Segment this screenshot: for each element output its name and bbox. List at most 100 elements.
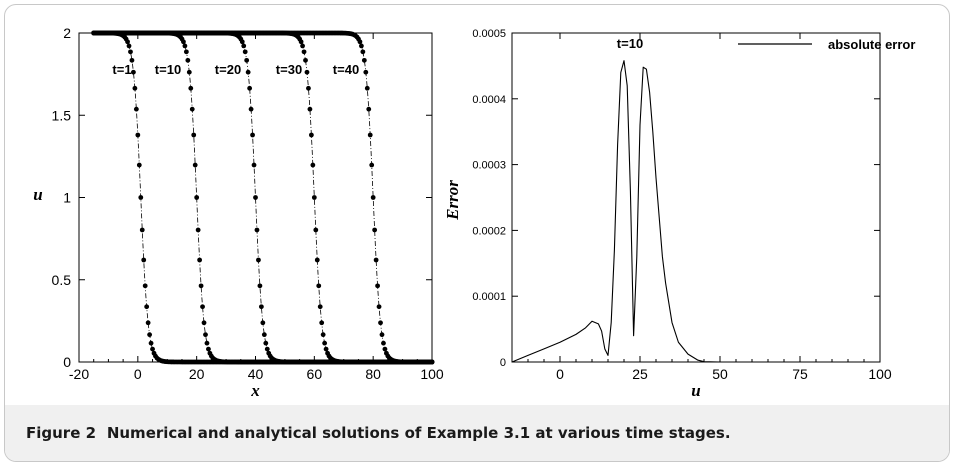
data-point <box>372 227 378 233</box>
data-point <box>192 162 198 168</box>
right-x-ticks: 0 25 50 75 100 <box>527 33 892 382</box>
data-point <box>186 69 192 75</box>
data-point <box>264 346 270 352</box>
data-point <box>241 43 247 49</box>
data-point <box>263 340 269 346</box>
solution-chart: -20 0 20 40 60 80 100 00.511.52 t=1 t=10 t=20 t=3… <box>33 25 444 400</box>
caption-text: Numerical and analytical solutions of Ex… <box>106 424 731 442</box>
data-point <box>313 227 319 233</box>
data-point <box>320 332 326 338</box>
right-y-tick-label: 0 <box>500 357 506 369</box>
data-point <box>378 320 383 326</box>
left-x-tick-label: 0 <box>134 366 142 382</box>
right-x-axis-label: u <box>691 381 700 400</box>
left-y-ticks: 0 0.5 1 1.5 2 <box>52 25 432 370</box>
data-point <box>244 57 250 63</box>
data-point <box>253 195 258 200</box>
right-x-tick-label: 50 <box>712 366 728 382</box>
error-chart: 0 25 50 75 100 0 0.0001 0.0002 0.0003 0.0004 0.00… <box>443 28 915 400</box>
left-annotation-label: t=30 <box>276 62 302 77</box>
data-point <box>319 320 325 326</box>
left-series-t1 <box>91 30 435 365</box>
data-point <box>136 162 142 168</box>
data-point <box>250 132 255 138</box>
left-x-ticks: -20 0 20 40 60 80 100 <box>69 33 444 382</box>
error-line <box>511 60 880 363</box>
data-point <box>191 132 197 138</box>
data-point <box>126 43 132 49</box>
figure-caption: Figure 2 Numerical and analytical soluti… <box>26 424 731 442</box>
data-point <box>306 85 311 91</box>
data-point <box>131 69 136 75</box>
data-point <box>369 162 375 168</box>
right-x-tick-label: 75 <box>792 366 808 382</box>
data-point <box>251 162 257 168</box>
data-point <box>311 195 317 200</box>
right-x-tick-label: 100 <box>868 366 892 382</box>
left-x-tick-label: 20 <box>189 366 205 382</box>
data-point <box>316 283 322 289</box>
figure-frame <box>4 4 950 462</box>
data-point <box>381 340 386 346</box>
data-point <box>133 106 139 112</box>
data-point <box>129 57 135 63</box>
data-point <box>257 283 263 289</box>
series-line <box>93 32 432 363</box>
data-point <box>254 227 260 233</box>
data-point <box>359 43 364 49</box>
data-point <box>125 39 130 45</box>
right-y-tick-label: 0.0001 <box>472 291 506 303</box>
right-y-ticks: 0 0.0001 0.0002 0.0003 0.0004 0.0005 <box>472 28 880 369</box>
data-point <box>379 332 385 338</box>
data-point <box>150 346 155 352</box>
left-y-axis-label: u <box>33 185 42 204</box>
left-x-tick-label: 40 <box>248 366 264 382</box>
data-point <box>373 257 379 263</box>
data-point <box>132 85 138 91</box>
data-point <box>128 49 133 55</box>
data-point <box>370 195 376 200</box>
data-point <box>314 257 320 263</box>
data-point <box>308 132 314 138</box>
data-point <box>182 43 188 49</box>
left-x-tick-label: 60 <box>307 366 323 382</box>
data-point <box>258 304 264 310</box>
data-point <box>183 49 189 55</box>
data-point <box>148 340 154 346</box>
right-legend: absolute error <box>738 37 915 52</box>
data-point <box>247 85 253 91</box>
data-point <box>139 227 145 233</box>
data-point <box>375 283 380 289</box>
data-point <box>260 320 266 326</box>
data-point <box>303 57 308 63</box>
right-series-group <box>511 60 880 363</box>
legend-label: absolute error <box>828 37 915 52</box>
data-point <box>206 346 211 352</box>
left-annotation-label: t=10 <box>155 62 181 77</box>
left-annotation-label: t=1 <box>112 62 131 77</box>
caption-bar <box>5 405 949 461</box>
data-point <box>195 227 201 233</box>
data-point <box>239 39 245 45</box>
series-line <box>93 32 432 363</box>
series-line <box>93 32 432 363</box>
left-x-tick-label: 80 <box>365 366 381 382</box>
data-point <box>142 283 148 289</box>
right-y-tick-label: 0.0002 <box>472 225 506 237</box>
data-point <box>189 106 195 112</box>
data-point <box>197 257 203 263</box>
data-point <box>360 49 366 55</box>
right-y-tick-label: 0.0003 <box>472 160 506 172</box>
left-x-axis-label: x <box>250 381 260 400</box>
data-point <box>357 39 363 45</box>
data-point <box>188 85 194 91</box>
data-point <box>363 69 369 75</box>
left-y-tick-label: 0.5 <box>52 272 72 288</box>
right-y-axis-label: Error <box>443 180 462 221</box>
data-point <box>300 43 305 49</box>
left-y-tick-label: 1.5 <box>52 107 72 123</box>
data-point <box>201 320 207 326</box>
data-point <box>138 195 144 200</box>
left-y-tick-label: 0 <box>63 354 71 370</box>
